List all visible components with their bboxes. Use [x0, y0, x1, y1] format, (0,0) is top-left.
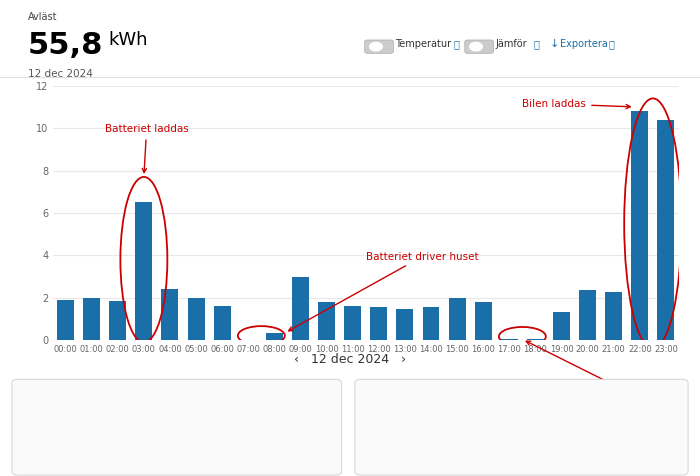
Bar: [631, 111, 648, 340]
Bar: [135, 202, 153, 340]
Bar: [344, 307, 361, 340]
Text: 0,001 kWh: 0,001 kWh: [410, 402, 509, 420]
Bar: [162, 289, 178, 340]
Text: ↓: ↓: [550, 39, 559, 49]
Circle shape: [370, 42, 382, 51]
Text: ⓘ: ⓘ: [454, 39, 459, 49]
Text: ⓘ: ⓘ: [533, 39, 539, 49]
Text: Toppnotering elpris: Toppnotering elpris: [526, 341, 675, 396]
Text: Temperatur: Temperatur: [395, 39, 452, 49]
FancyBboxPatch shape: [12, 379, 342, 475]
Bar: [214, 307, 231, 340]
FancyBboxPatch shape: [355, 379, 688, 475]
Text: 10,81 kWh: 10,81 kWh: [66, 402, 166, 420]
Text: ⓘ: ⓘ: [609, 39, 615, 49]
Text: 12 dec 2024: 12 dec 2024: [28, 69, 93, 79]
Circle shape: [470, 42, 482, 51]
Bar: [318, 302, 335, 340]
Bar: [553, 312, 570, 340]
Bar: [292, 277, 309, 340]
Bar: [449, 298, 466, 340]
Bar: [527, 339, 544, 340]
Text: Högsta timvärde: Högsta timvärde: [66, 390, 142, 399]
Text: Batteriet laddas: Batteriet laddas: [105, 124, 188, 173]
Bar: [657, 119, 674, 340]
Text: ‹   12 dec 2024   ›: ‹ 12 dec 2024 ›: [294, 353, 406, 366]
Bar: [83, 298, 100, 340]
Bar: [606, 291, 622, 340]
Text: Jämför: Jämför: [496, 39, 527, 49]
Text: 12 dec 2024, mellan 22:00-23:00: 12 dec 2024, mellan 22:00-23:00: [66, 432, 206, 441]
Bar: [579, 290, 596, 340]
Text: ↗: ↗: [28, 393, 47, 413]
Text: 12 dec 2024, mellan 07:00-08:00: 12 dec 2024, mellan 07:00-08:00: [410, 432, 549, 441]
Text: Avläst: Avläst: [28, 12, 57, 22]
Text: ⓘ: ⓘ: [651, 390, 657, 400]
FancyBboxPatch shape: [465, 40, 493, 53]
Bar: [57, 300, 74, 340]
Bar: [423, 307, 440, 340]
FancyBboxPatch shape: [365, 40, 393, 53]
Text: Batteriet driver huset: Batteriet driver huset: [288, 252, 478, 331]
Text: ↘: ↘: [371, 393, 390, 413]
Bar: [370, 307, 387, 340]
Text: kWh: kWh: [108, 31, 148, 49]
Bar: [188, 298, 204, 340]
Bar: [500, 339, 518, 340]
Text: Exportera: Exportera: [560, 39, 608, 49]
Bar: [266, 333, 283, 340]
Text: 55,8: 55,8: [28, 31, 104, 60]
Text: ⓘ: ⓘ: [308, 390, 314, 400]
Bar: [109, 301, 126, 340]
Bar: [396, 308, 414, 340]
Text: Lägsta timvärde: Lägsta timvärde: [410, 390, 483, 399]
Bar: [475, 302, 491, 340]
Text: Bilen laddas: Bilen laddas: [522, 99, 630, 109]
